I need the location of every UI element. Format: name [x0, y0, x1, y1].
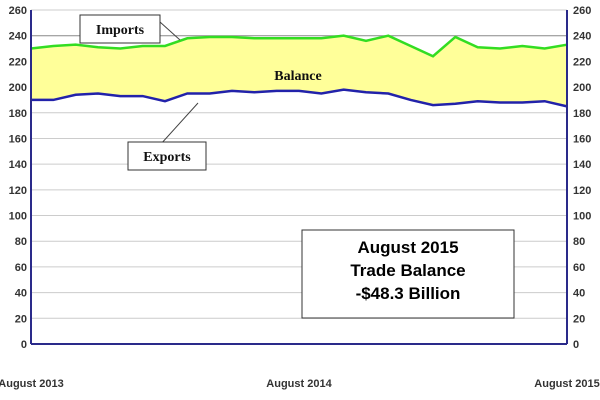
- y-tick-label-left: 200: [9, 82, 27, 94]
- y-tick-label-left: 80: [15, 236, 27, 248]
- exports-label: Exports: [143, 150, 191, 165]
- y-tick-label-right: 60: [573, 262, 585, 274]
- x-tick-label: August 2013: [0, 378, 64, 390]
- y-tick-label-right: 0: [573, 339, 579, 351]
- balance-label: Balance: [274, 69, 321, 84]
- y-tick-label-left: 260: [9, 5, 27, 17]
- x-tick-label: August 2014: [266, 378, 332, 390]
- annotation-box: [301, 229, 515, 319]
- y-tick-label-left: 20: [15, 313, 27, 325]
- imports-label: Imports: [96, 23, 145, 38]
- y-tick-label-left: 60: [15, 262, 27, 274]
- y-tick-label-left: 140: [9, 159, 27, 171]
- y-tick-label-right: 180: [573, 108, 591, 120]
- y-tick-label-left: 40: [15, 288, 27, 300]
- y-tick-label-right: 260: [573, 5, 591, 17]
- y-tick-label-right: 220: [573, 56, 591, 68]
- y-tick-label-right: 80: [573, 236, 585, 248]
- imports-callout-box: [79, 14, 161, 44]
- y-tick-label-right: 100: [573, 211, 591, 223]
- y-tick-label-right: 20: [573, 313, 585, 325]
- x-tick-label: August 2015: [534, 378, 599, 390]
- y-tick-label-left: 240: [9, 31, 27, 43]
- axes: [30, 10, 568, 345]
- y-tick-label-left: 0: [21, 339, 27, 351]
- y-tick-label-left: 120: [9, 185, 27, 197]
- annotation-line-1: August 2015: [357, 238, 458, 257]
- y-tick-label-right: 40: [573, 288, 585, 300]
- exports-callout-pointer: [159, 102, 199, 146]
- y-tick-label-right: 120: [573, 185, 591, 197]
- y-tick-label-left: 220: [9, 56, 27, 68]
- y-tick-label-right: 200: [573, 82, 591, 94]
- imports-callout-pointer: [159, 21, 181, 41]
- annotation-line-2: Trade Balance: [350, 261, 465, 280]
- y-tick-label-right: 240: [573, 31, 591, 43]
- y-tick-label-right: 140: [573, 159, 591, 171]
- y-tick-label-left: 100: [9, 211, 27, 223]
- exports-callout-box: [127, 141, 207, 171]
- y-tick-label-right: 160: [573, 133, 591, 145]
- exports-line: [31, 88, 568, 108]
- imports-line: [30, 34, 568, 58]
- balance-area: [31, 35, 567, 107]
- annotation-line-3: -$48.3 Billion: [356, 284, 461, 303]
- y-tick-label-left: 160: [9, 133, 27, 145]
- y-tick-label-left: 180: [9, 108, 27, 120]
